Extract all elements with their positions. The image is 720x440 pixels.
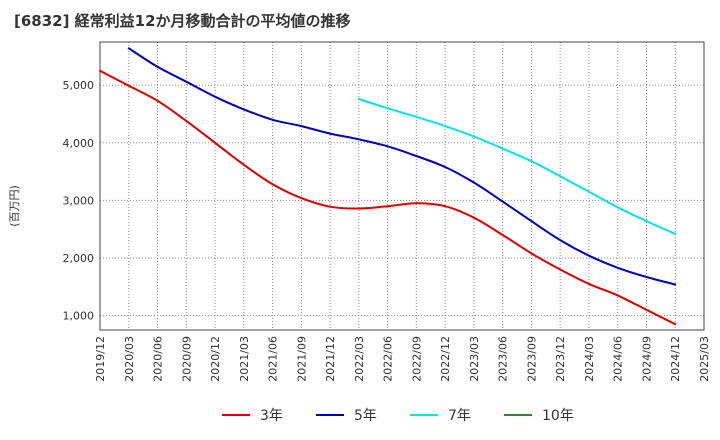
x-tick-label: 2020/06 <box>152 336 165 382</box>
chart-title: [6832] 経常利益12か月移動合計の平均値の推移 <box>14 12 351 30</box>
x-tick-label: 2024/03 <box>583 336 596 382</box>
x-tick-label: 2023/12 <box>554 336 567 382</box>
y-tick-label: 3,000 <box>63 194 95 207</box>
legend-label: 3年 <box>260 408 283 424</box>
legend-label: 7年 <box>448 408 471 424</box>
y-tick-label: 5,000 <box>63 79 95 92</box>
legend: 3年 5年 7年 10年 <box>0 404 720 426</box>
series-line-1 <box>99 69 677 326</box>
x-tick-label: 2024/06 <box>612 336 625 382</box>
x-tick-label: 2020/12 <box>209 336 222 382</box>
legend-swatch <box>222 414 250 416</box>
x-tick-label: 2021/09 <box>295 336 308 382</box>
legend-label: 5年 <box>354 408 377 424</box>
y-tick-label: 2,000 <box>63 252 95 265</box>
x-tick-label: 2022/03 <box>353 336 366 382</box>
y-tick-label: 4,000 <box>63 137 95 150</box>
x-tick-label: 2021/12 <box>324 336 337 382</box>
legend-label: 10年 <box>542 408 574 424</box>
x-tick-label: 2020/03 <box>123 336 136 382</box>
y-tick-label: 1,000 <box>63 310 95 323</box>
x-tick-label: 2024/09 <box>640 336 653 382</box>
legend-swatch <box>316 414 344 416</box>
legend-swatch <box>410 414 438 416</box>
x-tick-label: 2025/03 <box>698 336 711 382</box>
x-tick-label: 2022/12 <box>439 336 452 382</box>
series-line-2 <box>127 47 677 286</box>
y-axis-label: (百万円) <box>8 185 21 227</box>
x-tick-label: 2019/12 <box>94 336 107 382</box>
legend-swatch <box>504 414 532 416</box>
legend-item: 10年 <box>504 404 574 426</box>
x-tick-label: 2020/09 <box>180 336 193 382</box>
plot-frame <box>99 41 705 331</box>
legend-item: 5年 <box>316 404 377 426</box>
x-tick-label: 2023/03 <box>468 336 481 382</box>
x-tick-label: 2023/06 <box>497 336 510 382</box>
x-tick-label: 2023/09 <box>525 336 538 382</box>
series-line-3 <box>357 98 677 235</box>
x-tick-label: 2022/06 <box>382 336 395 382</box>
x-tick-label: 2021/03 <box>238 336 251 382</box>
x-tick-label: 2024/12 <box>669 336 682 382</box>
legend-item: 7年 <box>410 404 471 426</box>
legend-item: 3年 <box>222 404 283 426</box>
x-tick-label: 2021/06 <box>267 336 280 382</box>
x-tick-label: 2022/09 <box>410 336 423 382</box>
